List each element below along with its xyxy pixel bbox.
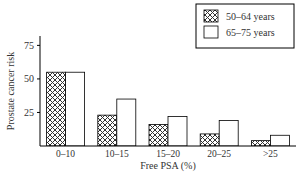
x-tick-label: 20–25 (207, 149, 231, 159)
x-tick-label: >25 (263, 149, 278, 159)
x-tick-label: 0–10 (56, 149, 75, 159)
legend: 50–64 years 65–75 years (196, 4, 294, 48)
bar (149, 125, 168, 146)
legend-label: 50–64 years (226, 11, 275, 22)
bar (251, 141, 270, 146)
bar (117, 99, 136, 146)
bar (200, 134, 219, 146)
legend-label: 65–75 years (226, 27, 275, 38)
y-tick-label: 75 (24, 40, 34, 51)
y-axis-label: Prostate cancer risk (5, 52, 16, 130)
x-tick-label: 15–20 (156, 149, 180, 159)
bar (98, 115, 117, 146)
legend-swatch (204, 10, 218, 22)
x-axis-label: Free PSA (%) (140, 160, 196, 172)
x-tick-label: 10–15 (105, 149, 129, 159)
y-tick-label: 25 (24, 107, 34, 118)
bars (47, 72, 290, 146)
bar (168, 116, 187, 146)
y-tick (37, 78, 40, 79)
y-tick-label: 50 (24, 73, 34, 84)
chart-svg: 25 50 75 0–10 10–15 15–20 20–25 >25 Free PSA (%)… (0, 0, 300, 173)
legend-box (196, 4, 294, 48)
bar (270, 135, 289, 146)
chart-container: 25 50 75 0–10 10–15 15–20 20–25 >25 Free PSA (%)… (0, 0, 300, 173)
x-axis (40, 146, 296, 147)
legend-swatch (204, 26, 218, 38)
y-tick (37, 112, 40, 113)
bar (47, 72, 66, 146)
y-tick (37, 45, 40, 46)
bar (66, 72, 85, 146)
y-axis (40, 36, 41, 146)
bar (219, 121, 238, 146)
